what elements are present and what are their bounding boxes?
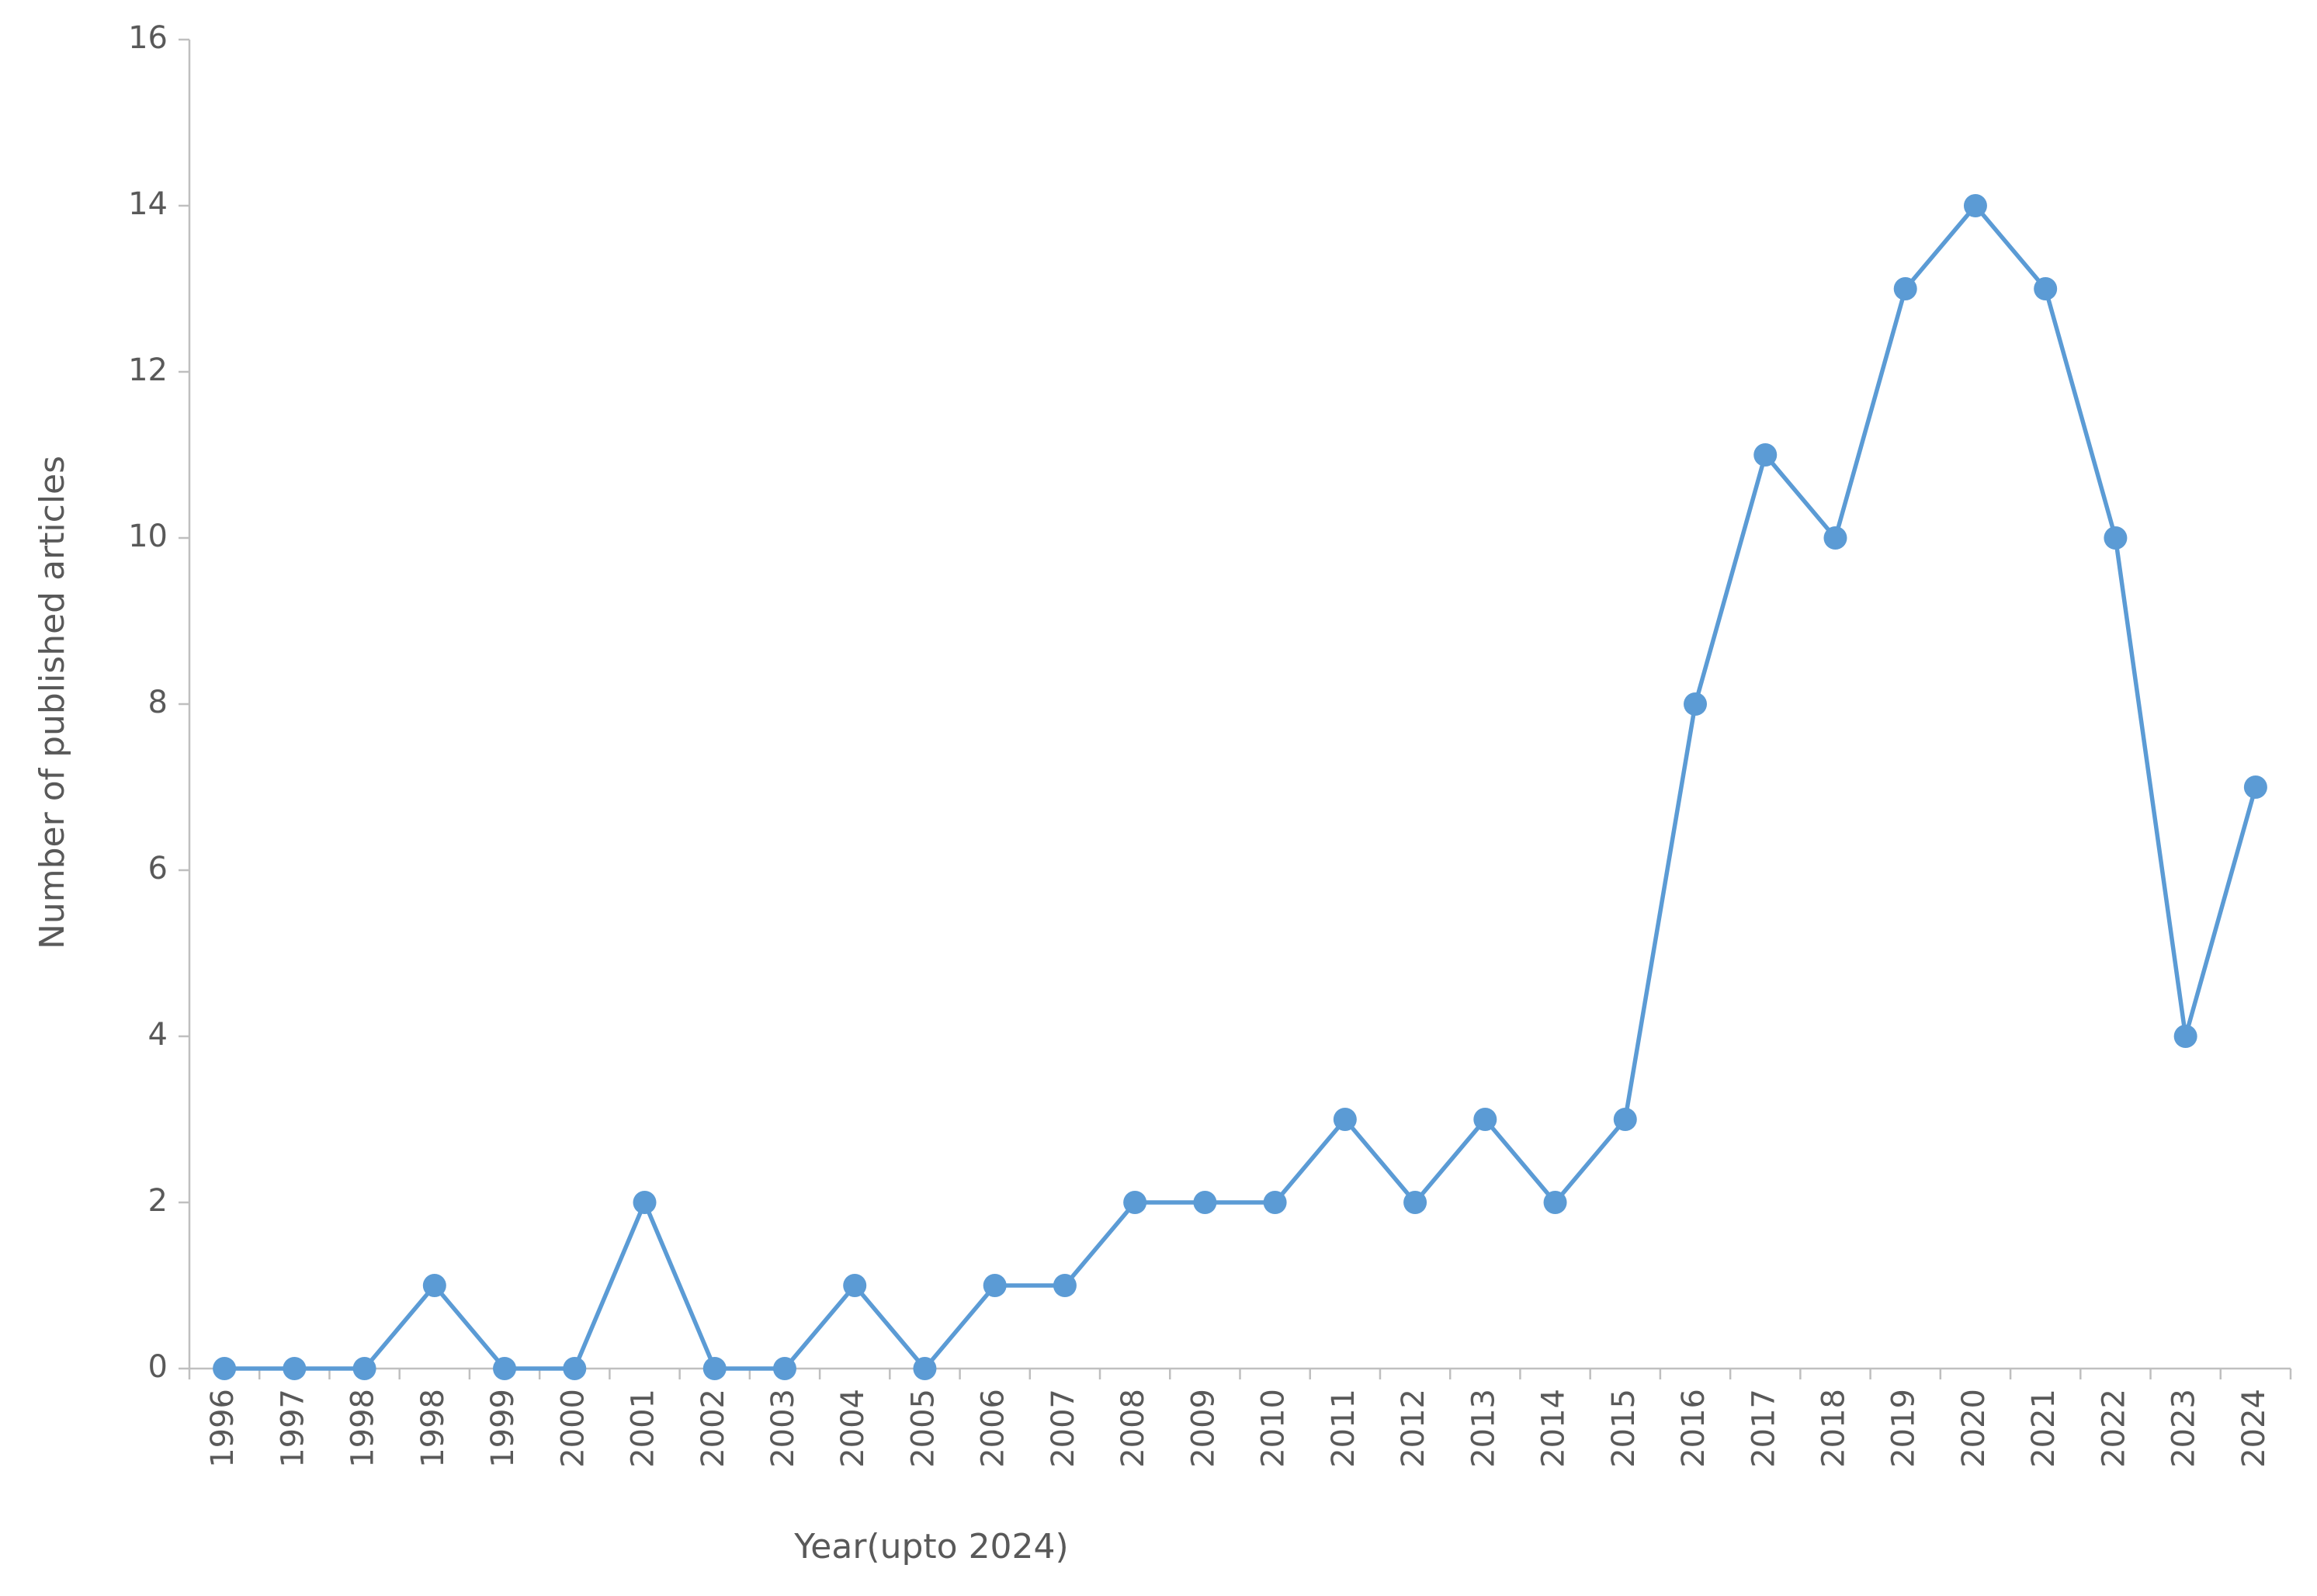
x-tick-label: 2003	[765, 1389, 801, 1468]
data-point	[493, 1357, 517, 1380]
data-point	[213, 1357, 237, 1380]
x-tick-label: 2020	[1956, 1389, 1992, 1468]
data-point	[843, 1274, 867, 1297]
data-line	[224, 203, 2258, 1371]
x-tick-label: 2002	[695, 1389, 731, 1468]
y-axis-title: Number of published articles	[33, 456, 72, 949]
data-point	[1613, 1108, 1637, 1131]
y-tick-label: 0	[148, 1349, 168, 1385]
data-point	[1473, 1108, 1497, 1131]
x-tick-label: 2018	[1816, 1389, 1851, 1468]
data-point	[1403, 1191, 1427, 1214]
data-point	[283, 1357, 307, 1380]
x-tick-label: 2023	[2166, 1389, 2202, 1468]
x-tick-label: 2017	[1746, 1389, 1781, 1468]
data-point	[772, 1357, 796, 1380]
x-axis-title: Year(upto 2024)	[793, 1527, 1068, 1567]
x-tick-label: 1998	[415, 1389, 451, 1468]
data-point	[983, 1274, 1007, 1297]
x-tick-label: 1997	[275, 1389, 310, 1468]
data-point	[1263, 1191, 1287, 1214]
data-point	[1123, 1191, 1147, 1214]
data-point	[422, 1274, 446, 1297]
x-tick-label: 2022	[2096, 1389, 2131, 1468]
x-tick-label: 1996	[205, 1389, 241, 1468]
x-tick-label: 2012	[1396, 1389, 1431, 1468]
y-tick-label: 12	[128, 352, 168, 388]
data-point	[2173, 1025, 2197, 1048]
data-point	[1193, 1191, 1217, 1214]
data-point	[633, 1191, 657, 1214]
x-tick-label: 2021	[2026, 1389, 2062, 1468]
data-point	[702, 1357, 727, 1380]
data-point	[913, 1357, 937, 1380]
data-point	[1684, 692, 1708, 716]
data-point	[2243, 775, 2267, 799]
x-tick-label: 2016	[1676, 1389, 1712, 1468]
x-tick-label: 2024	[2236, 1389, 2272, 1468]
x-tick-label: 2001	[626, 1389, 661, 1468]
y-tick-label: 16	[128, 20, 168, 56]
data-point	[1963, 194, 1987, 217]
data-point	[563, 1357, 587, 1380]
data-point	[2104, 526, 2128, 550]
y-tick-label: 8	[148, 685, 168, 720]
x-tick-label: 2005	[905, 1389, 941, 1468]
x-tick-label: 2007	[1046, 1389, 1081, 1468]
y-tick-label: 4	[148, 1017, 168, 1053]
data-point	[1823, 526, 1847, 550]
x-tick-label: 2008	[1115, 1389, 1151, 1468]
data-point	[1753, 443, 1778, 467]
data-point	[1893, 277, 1917, 300]
x-tick-label: 2004	[835, 1389, 871, 1468]
y-tick-label: 10	[128, 519, 168, 554]
data-point	[1543, 1191, 1567, 1214]
x-tick-label: 2006	[976, 1389, 1011, 1468]
x-tick-label: 2015	[1606, 1389, 1642, 1468]
x-tick-label: 2013	[1465, 1389, 1501, 1468]
x-tick-label: 2011	[1326, 1389, 1361, 1468]
y-tick-label: 2	[148, 1183, 168, 1219]
x-tick-label: 2010	[1256, 1389, 1292, 1468]
x-tick-label: 2000	[555, 1389, 591, 1468]
x-tick-label: 1998	[345, 1389, 381, 1468]
x-tick-label: 2019	[1886, 1389, 1922, 1468]
y-tick-label: 6	[148, 851, 168, 886]
data-point	[2034, 277, 2058, 300]
data-point	[1333, 1108, 1357, 1131]
x-tick-label: 1999	[485, 1389, 521, 1468]
x-tick-label: 2014	[1536, 1389, 1572, 1468]
y-tick-label: 14	[128, 186, 168, 222]
x-tick-label: 2009	[1185, 1389, 1221, 1468]
data-point	[1053, 1274, 1077, 1297]
data-point	[352, 1357, 376, 1380]
